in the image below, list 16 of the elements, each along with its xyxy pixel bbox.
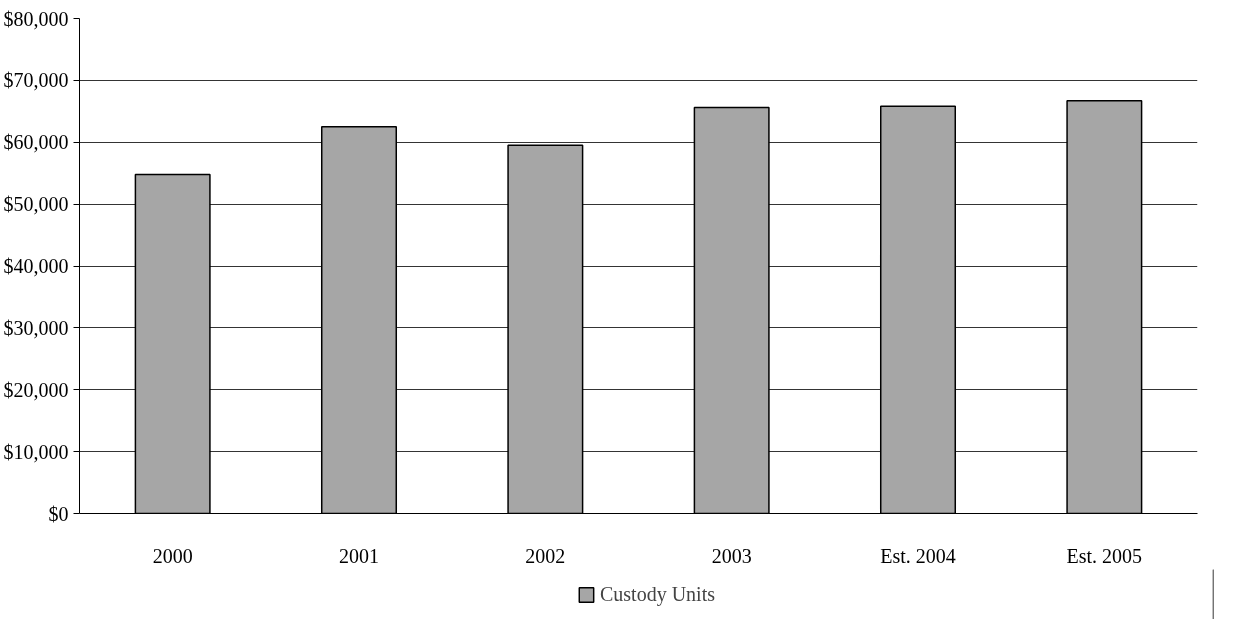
y-tick-label: $10,000	[3, 440, 69, 463]
y-tick-label: $60,000	[3, 131, 69, 154]
x-tick-label: Est. 2005	[1066, 544, 1143, 567]
x-tick-label: 2001	[339, 544, 379, 567]
y-tick-label: $0	[48, 502, 69, 525]
y-tick-label: $30,000	[3, 316, 69, 339]
x-tick-label: 2002	[525, 544, 566, 567]
y-tick-label: $40,000	[3, 255, 69, 277]
x-tick-label: Est. 2004	[880, 544, 956, 567]
y-tick-label: $50,000	[3, 193, 69, 216]
y-tick-label: $20,000	[3, 378, 69, 401]
legend-label: Custody Units	[599, 582, 716, 606]
y-tick-label: $80,000	[3, 7, 69, 30]
x-tick-label: 2000	[152, 544, 193, 567]
y-tick-label: $70,000	[3, 69, 69, 92]
x-tick-label: 2003	[711, 544, 752, 567]
